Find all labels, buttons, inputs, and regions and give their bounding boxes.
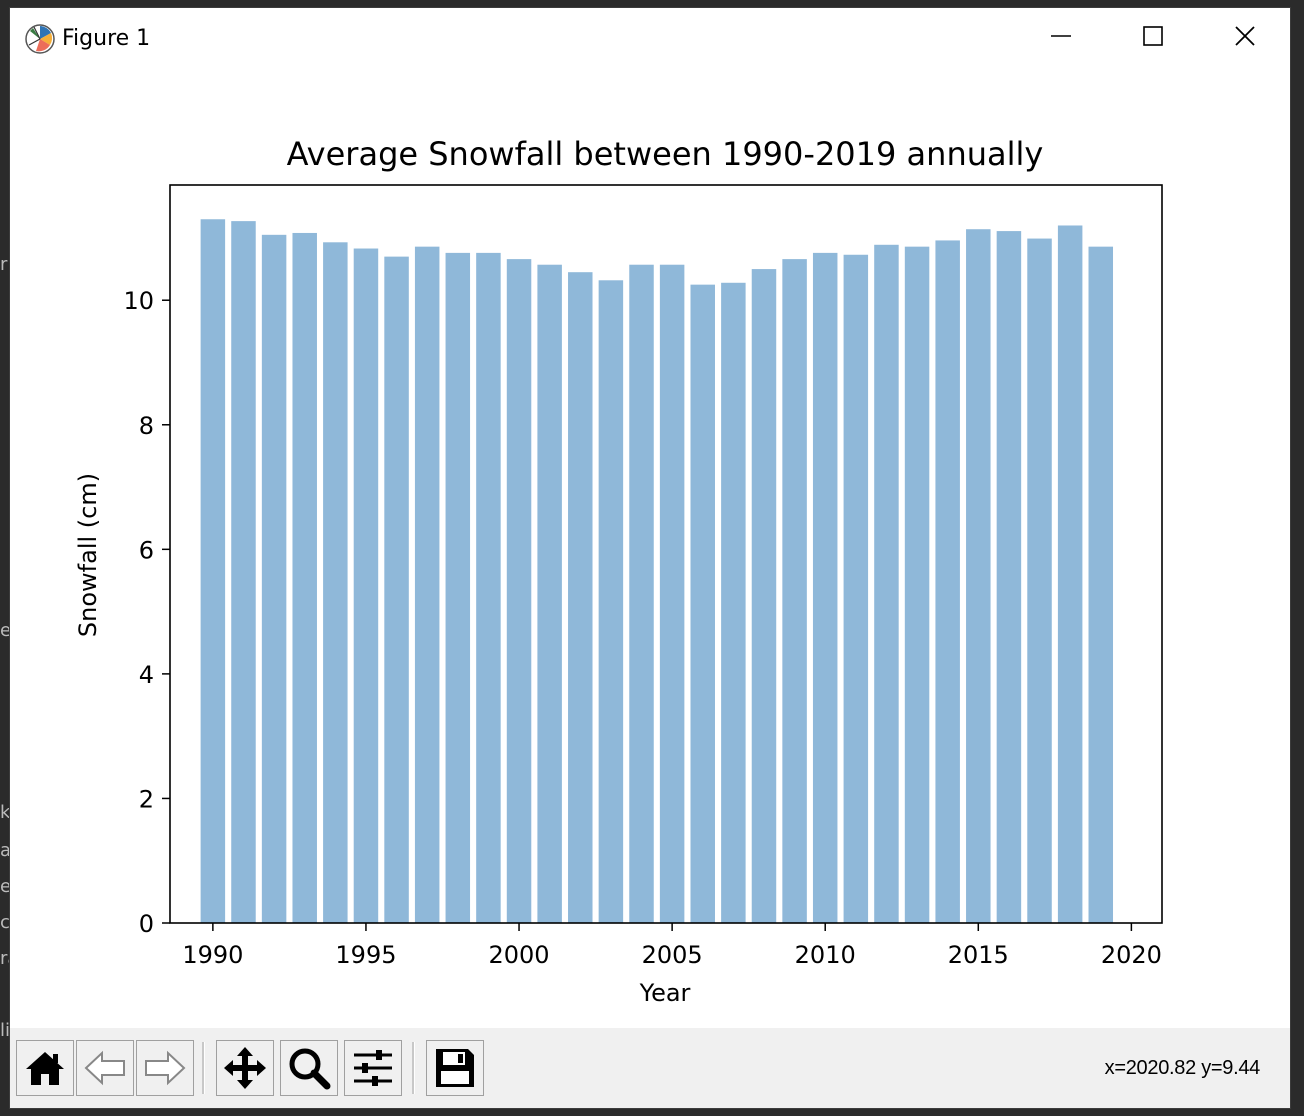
- arrow-left-icon: [84, 1050, 125, 1086]
- backdrop-text: e: [0, 876, 12, 897]
- cursor-coordinates: x=2020.82 y=9.44: [1104, 1057, 1261, 1079]
- bar: [568, 272, 593, 923]
- y-tick-label: 10: [123, 287, 154, 315]
- bar: [782, 259, 807, 923]
- maximize-icon: [1143, 26, 1163, 46]
- bar: [445, 252, 471, 923]
- minimize-icon: [1051, 35, 1071, 37]
- x-tick-label: 2015: [948, 941, 1009, 969]
- bar: [966, 229, 991, 924]
- backdrop-text: er: [0, 620, 12, 641]
- sliders-icon: [354, 1050, 392, 1086]
- bar: [1057, 225, 1083, 923]
- x-axis: 1990 1995 2000 2005 2010 2015 2020: [182, 923, 1162, 969]
- move-arrows-icon: [224, 1047, 266, 1089]
- chart-title: Average Snowfall between 1990-2019 annua…: [287, 135, 1044, 173]
- y-axis-label: Snowfall (cm): [74, 473, 102, 637]
- magnifier-icon: [289, 1048, 331, 1090]
- figure-canvas[interactable]: Average Snowfall between 1990-2019 annua…: [10, 68, 1290, 1028]
- bar: [1088, 246, 1114, 923]
- bar: [996, 231, 1022, 924]
- x-tick-label: 1995: [335, 941, 396, 969]
- backdrop-text: c: [0, 912, 10, 933]
- bar: [904, 246, 930, 923]
- bar: [323, 242, 348, 923]
- backdrop-text: k: [0, 802, 11, 823]
- bar: [751, 269, 777, 923]
- minimize-button[interactable]: [1014, 8, 1106, 64]
- bar: [292, 232, 317, 923]
- backdrop-text: ra: [0, 948, 12, 969]
- matplotlib-logo-icon: [24, 23, 56, 55]
- bar: [935, 240, 960, 923]
- bar: [476, 252, 501, 923]
- figure-window: Figure 1 Average Snowfall between 1990-2…: [10, 8, 1290, 1108]
- home-button[interactable]: [16, 1040, 74, 1096]
- bar: [200, 219, 226, 923]
- bar: [812, 252, 838, 923]
- arrow-right-icon: [145, 1050, 186, 1086]
- toolbar-separator: [202, 1042, 205, 1094]
- configure-subplots-button[interactable]: [344, 1040, 402, 1096]
- forward-button[interactable]: [136, 1040, 194, 1096]
- bar: [537, 264, 562, 924]
- x-tick-label: 1990: [182, 941, 243, 969]
- floppy-disk-icon: [436, 1049, 474, 1087]
- y-tick-label: 6: [139, 536, 154, 564]
- bar: [659, 264, 685, 924]
- zoom-button[interactable]: [280, 1040, 338, 1096]
- close-icon: [1235, 26, 1255, 46]
- bar: [414, 246, 440, 923]
- x-tick-label: 2000: [488, 941, 549, 969]
- bar: [843, 254, 869, 923]
- backdrop-text: li: [0, 1020, 11, 1041]
- x-tick-label: 2010: [795, 941, 856, 969]
- x-axis-label: Year: [639, 979, 691, 1007]
- bar: [261, 234, 287, 924]
- bar: [874, 244, 899, 923]
- y-tick-label: 0: [139, 910, 154, 938]
- y-tick-label: 4: [139, 661, 154, 689]
- bar: [506, 259, 532, 923]
- toolbar-separator: [412, 1042, 415, 1094]
- plot-frame: [169, 184, 1163, 924]
- bar-chart: Average Snowfall between 1990-2019 annua…: [74, 135, 1163, 1007]
- bar: [721, 282, 746, 923]
- bar: [231, 221, 256, 923]
- maximize-button[interactable]: [1106, 8, 1198, 64]
- bar: [384, 256, 409, 923]
- backdrop-text: at: [0, 840, 12, 861]
- title-bar[interactable]: Figure 1: [10, 8, 1290, 68]
- close-button[interactable]: [1198, 8, 1290, 64]
- bar: [1027, 238, 1052, 923]
- save-button[interactable]: [426, 1040, 484, 1096]
- bar: [353, 248, 379, 923]
- back-button[interactable]: [76, 1040, 134, 1096]
- x-tick-label: 2005: [642, 941, 703, 969]
- bar: [598, 280, 624, 923]
- bar: [690, 284, 715, 923]
- y-tick-label: 2: [139, 785, 154, 813]
- y-tick-label: 8: [139, 412, 154, 440]
- window-title: Figure 1: [62, 26, 151, 51]
- bar: [629, 264, 654, 924]
- navigation-toolbar: x=2020.82 y=9.44: [10, 1028, 1290, 1108]
- x-tick-label: 2020: [1101, 941, 1162, 969]
- y-axis: 0 2 4 6 8 10: [123, 287, 170, 938]
- home-icon: [26, 1052, 64, 1085]
- backdrop-text: r: [0, 254, 8, 275]
- bars-group: [200, 219, 1114, 924]
- pan-button[interactable]: [216, 1040, 274, 1096]
